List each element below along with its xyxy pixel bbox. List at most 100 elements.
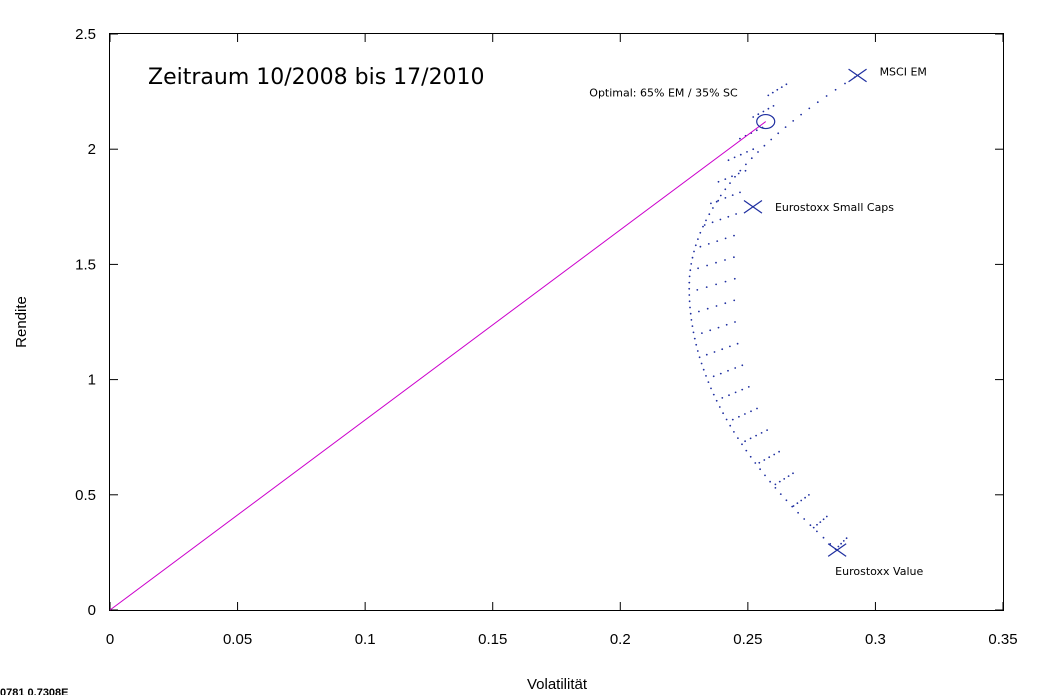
asset-marker-stroke bbox=[743, 200, 763, 214]
portfolio-point bbox=[750, 410, 752, 413]
portfolio-point bbox=[733, 234, 735, 237]
frontier-point bbox=[693, 337, 696, 340]
frontier-point bbox=[816, 101, 819, 104]
frontier-point bbox=[715, 200, 718, 203]
portfolio-point bbox=[755, 129, 758, 132]
frontier-point bbox=[700, 362, 703, 365]
portfolio-point bbox=[825, 515, 828, 518]
portfolio-point bbox=[757, 113, 760, 116]
portfolio-point bbox=[710, 202, 712, 205]
portfolio-point bbox=[699, 245, 702, 248]
asset-marker-stroke bbox=[848, 68, 867, 83]
frontier-point bbox=[741, 443, 743, 446]
frontier-point bbox=[699, 231, 702, 234]
coordinate-readout: 0781 0.7308E bbox=[0, 687, 69, 695]
portfolio-point bbox=[706, 264, 708, 267]
frontier-point bbox=[816, 530, 818, 533]
frontier-point bbox=[692, 331, 695, 334]
portfolio-point bbox=[724, 280, 727, 283]
portfolio-point bbox=[804, 496, 806, 499]
portfolio-point bbox=[744, 169, 747, 172]
portfolio-point bbox=[727, 215, 730, 218]
portfolio-point bbox=[778, 450, 780, 453]
portfolio-point bbox=[724, 237, 727, 240]
frontier-point bbox=[769, 480, 771, 483]
portfolio-point bbox=[705, 353, 708, 356]
portfolio-point bbox=[774, 483, 777, 486]
frontier-point bbox=[792, 120, 795, 122]
portfolio-point bbox=[716, 240, 719, 243]
portfolio-point bbox=[719, 218, 722, 221]
optimal-portfolio: Optimal: 65% EM / 35% SC bbox=[589, 87, 776, 130]
portfolio-point bbox=[717, 326, 720, 329]
efficient-frontier bbox=[688, 76, 856, 551]
asset-label: Eurostoxx Value bbox=[835, 565, 923, 578]
frontier-point bbox=[695, 343, 698, 346]
portfolio-point bbox=[734, 391, 737, 394]
frontier-point bbox=[779, 493, 782, 495]
portfolio-point bbox=[741, 364, 744, 367]
frontier-point bbox=[691, 325, 694, 327]
x-tick-label: 0.3 bbox=[865, 631, 886, 648]
portfolio-point bbox=[816, 523, 818, 526]
frontier-point bbox=[688, 275, 691, 278]
portfolio-point bbox=[755, 434, 757, 437]
portfolio-point bbox=[738, 415, 740, 418]
asset-marker-stroke bbox=[827, 543, 847, 557]
portfolio-point bbox=[713, 351, 716, 353]
frontier-point bbox=[690, 263, 693, 265]
portfolio-point bbox=[845, 537, 848, 540]
frontier-point bbox=[734, 175, 736, 178]
capital-market-line bbox=[109, 121, 767, 611]
plot-frame bbox=[109, 33, 1004, 611]
y-tick-label: 2.5 bbox=[75, 26, 96, 43]
chart-title: Zeitraum 10/2008 bis 17/2010 bbox=[148, 65, 485, 90]
portfolio-point bbox=[731, 418, 734, 421]
portfolio-point bbox=[735, 213, 737, 215]
portfolio-point bbox=[752, 116, 755, 118]
frontier-point bbox=[754, 462, 757, 464]
portfolio-point bbox=[727, 369, 729, 372]
portfolio-point bbox=[697, 267, 699, 270]
x-tick-label: 0.05 bbox=[223, 631, 252, 648]
portfolio-point bbox=[822, 518, 825, 521]
frontier-point bbox=[737, 437, 739, 439]
portfolio-point bbox=[734, 321, 736, 323]
portfolio-point bbox=[842, 540, 845, 542]
frontier-point bbox=[718, 406, 721, 408]
frontier-point bbox=[725, 418, 728, 421]
portfolio-point bbox=[733, 156, 736, 159]
frontier-point bbox=[745, 163, 747, 166]
frontier-point bbox=[694, 244, 697, 247]
frontier-point bbox=[722, 412, 724, 415]
portfolio-point bbox=[796, 502, 799, 505]
x-tick-label: 0.25 bbox=[733, 631, 762, 648]
portfolio-point bbox=[696, 289, 699, 291]
portfolio-point bbox=[719, 372, 722, 375]
frontier-point bbox=[774, 487, 777, 489]
portfolio-point bbox=[707, 243, 710, 245]
x-tick-label: 0 bbox=[106, 631, 114, 648]
portfolio-point bbox=[717, 199, 720, 202]
portfolio-point bbox=[744, 440, 746, 443]
asset-markers: MSCI EM Eurostoxx Small Caps Eurostoxx Val… bbox=[743, 65, 927, 578]
portfolio-point bbox=[778, 480, 781, 483]
frontier-point bbox=[688, 281, 691, 284]
frontier-point bbox=[690, 319, 693, 321]
x-tick-label: 0.1 bbox=[355, 631, 376, 648]
portfolio-point bbox=[837, 545, 840, 548]
frontier-point bbox=[697, 238, 699, 241]
portfolio-point bbox=[758, 461, 761, 464]
frontier-point bbox=[803, 518, 806, 520]
frontier-point bbox=[809, 524, 812, 527]
portfolio-point bbox=[749, 437, 752, 440]
asset-label: Eurostoxx Small Caps bbox=[775, 201, 894, 214]
frontier-point bbox=[844, 82, 846, 85]
frontier-point bbox=[759, 468, 761, 471]
frontier-point bbox=[693, 250, 695, 253]
frontier-point bbox=[745, 449, 748, 452]
frontier-point bbox=[784, 126, 787, 128]
frontier-point bbox=[688, 300, 691, 303]
frontier-point bbox=[696, 350, 699, 352]
